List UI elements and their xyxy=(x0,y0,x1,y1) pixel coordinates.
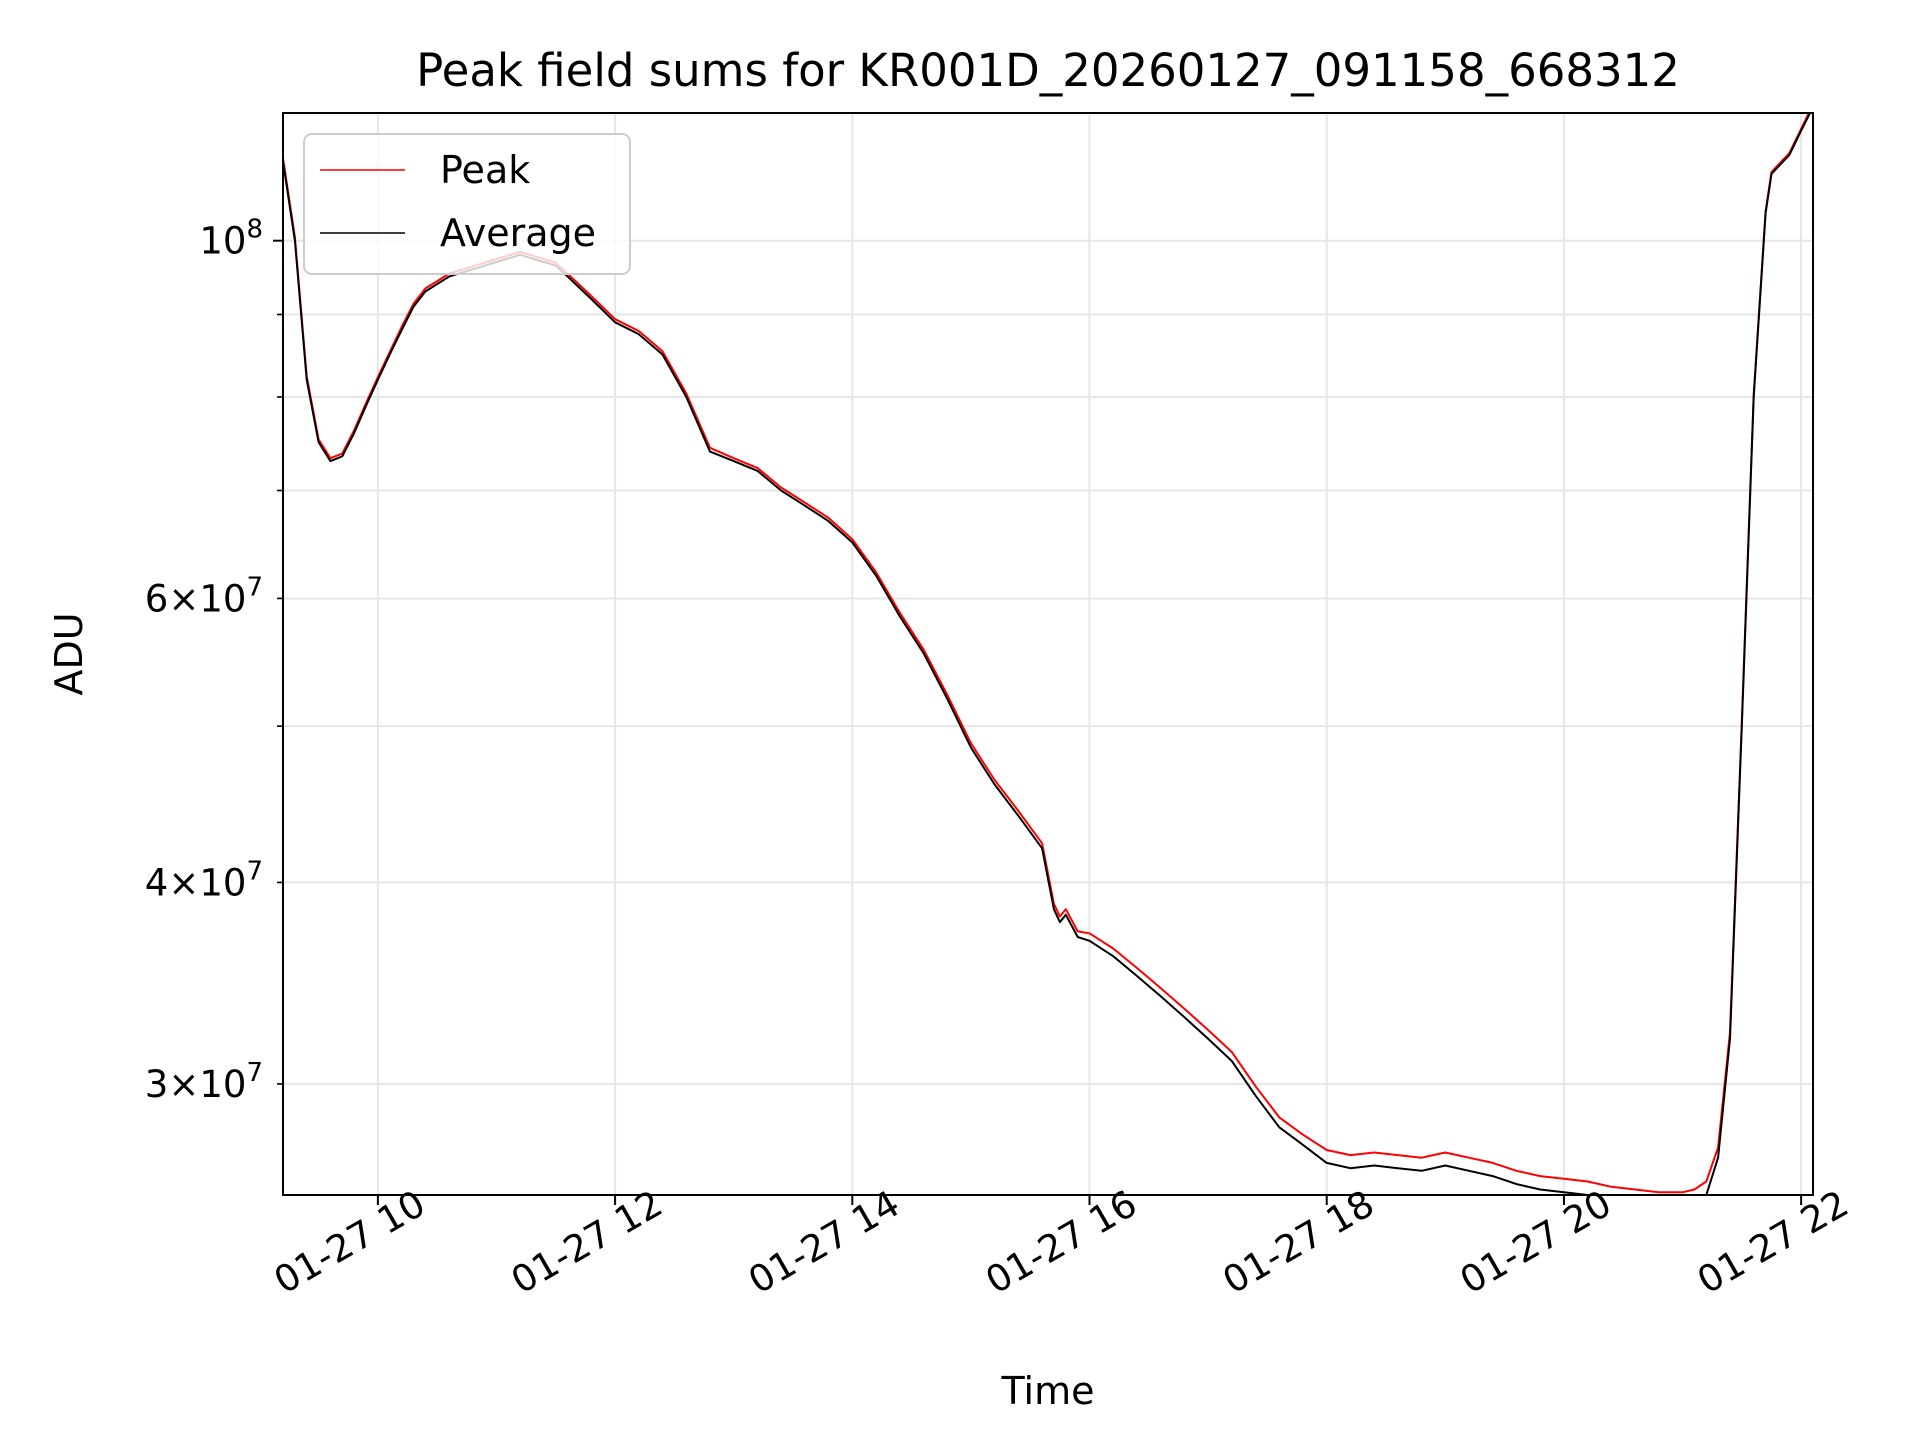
plot-frame xyxy=(282,112,1814,1196)
legend-average-label: Average xyxy=(440,211,596,255)
y-tick-label: 6×107 xyxy=(145,572,263,620)
y-tick-exponent: 7 xyxy=(246,572,263,602)
y-tick-exponent: 7 xyxy=(246,856,263,886)
y-tick-label: 4×107 xyxy=(145,856,263,904)
y-tick-part: 4 xyxy=(145,861,169,904)
series-line-peak xyxy=(283,113,1810,1194)
y-tick-part: 10 xyxy=(199,577,246,620)
chart-title: Peak field sums for KR001D_20260127_0911… xyxy=(416,44,1680,97)
y-tick-part: × xyxy=(168,577,199,620)
y-tick-label: 108 xyxy=(199,215,263,263)
y-tick-label: 3×107 xyxy=(145,1058,263,1106)
y-tick-exponent: 7 xyxy=(246,1058,263,1088)
series-line-average xyxy=(283,113,1812,1195)
grid-layer xyxy=(283,113,1813,1195)
y-tick-part: 3 xyxy=(145,1063,169,1106)
y-tick-part: 10 xyxy=(199,1063,246,1106)
y-tick-part: 10 xyxy=(199,861,246,904)
y-axis-label: ADU xyxy=(47,612,91,695)
y-tick-part: × xyxy=(168,1063,199,1106)
legend: Peak Average xyxy=(303,133,631,275)
y-tick-exponent: 8 xyxy=(246,215,263,245)
x-axis-label: Time xyxy=(1001,1369,1095,1413)
legend-box xyxy=(303,133,631,275)
y-tick-base: 10 xyxy=(199,220,246,263)
series-layer xyxy=(283,113,1812,1195)
y-tick-part: × xyxy=(168,861,199,904)
y-tick-part: 6 xyxy=(145,577,169,620)
legend-peak-label: Peak xyxy=(440,148,530,192)
